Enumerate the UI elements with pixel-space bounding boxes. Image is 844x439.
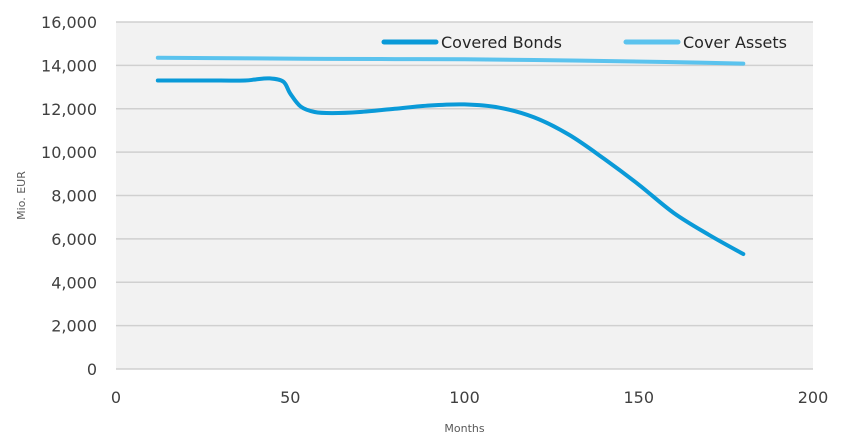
y-axis-ticks: 0 2,000 4,000 6,000 8,000 10,000 12,000 14,000 1… xyxy=(41,13,97,379)
y-tick-label: 6,000 xyxy=(51,230,97,249)
y-tick-label: 8,000 xyxy=(51,187,97,206)
x-tick-label: 200 xyxy=(798,388,829,407)
x-tick-label: 150 xyxy=(623,388,654,407)
y-tick-label: 2,000 xyxy=(51,317,97,336)
series-lines xyxy=(155,55,746,257)
series-line-cover-assets xyxy=(155,55,746,66)
legend-entry: Covered Bonds xyxy=(441,33,562,52)
gridlines xyxy=(116,21,813,370)
x-axis-label: Months xyxy=(444,422,484,435)
x-axis-ticks: 0 50 100 150 200 xyxy=(111,388,828,407)
y-tick-label: 12,000 xyxy=(41,100,97,119)
x-tick-label: 100 xyxy=(449,388,480,407)
x-tick-label: 0 xyxy=(111,388,121,407)
legend: Covered Bonds Cover Assets xyxy=(381,33,787,52)
x-tick-label: 50 xyxy=(280,388,300,407)
y-axis-label: Mio. EUR xyxy=(15,171,28,220)
y-tick-label: 16,000 xyxy=(41,13,97,32)
legend-entry: Cover Assets xyxy=(683,33,787,52)
y-tick-label: 0 xyxy=(87,360,97,379)
y-tick-label: 4,000 xyxy=(51,273,97,292)
series-line-covered-bonds xyxy=(155,76,746,257)
y-tick-label: 14,000 xyxy=(41,56,97,75)
y-tick-label: 10,000 xyxy=(41,143,97,162)
